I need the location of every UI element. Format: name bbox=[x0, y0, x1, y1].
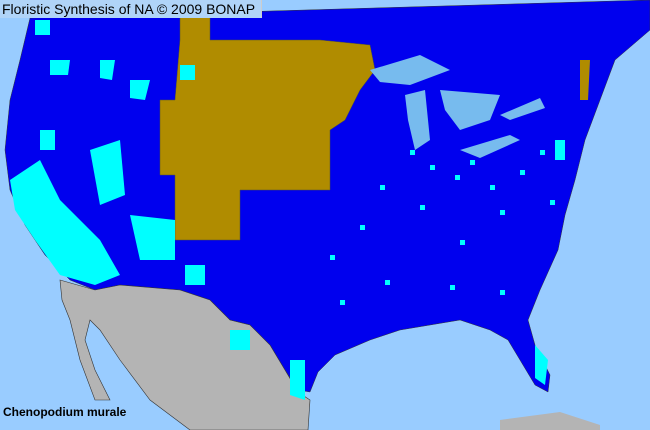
gold-state-vermont bbox=[580, 60, 590, 100]
species-label: Chenopodium murale bbox=[3, 405, 127, 419]
gold-states-north bbox=[159, 7, 376, 241]
cuba-region bbox=[500, 412, 600, 430]
great-lakes bbox=[370, 55, 545, 158]
scattered-county-points bbox=[330, 150, 555, 305]
mexico-region bbox=[59, 279, 311, 430]
county-presence-patches bbox=[10, 20, 565, 400]
map-title: Floristic Synthesis of NA © 2009 BONAP bbox=[0, 0, 263, 18]
